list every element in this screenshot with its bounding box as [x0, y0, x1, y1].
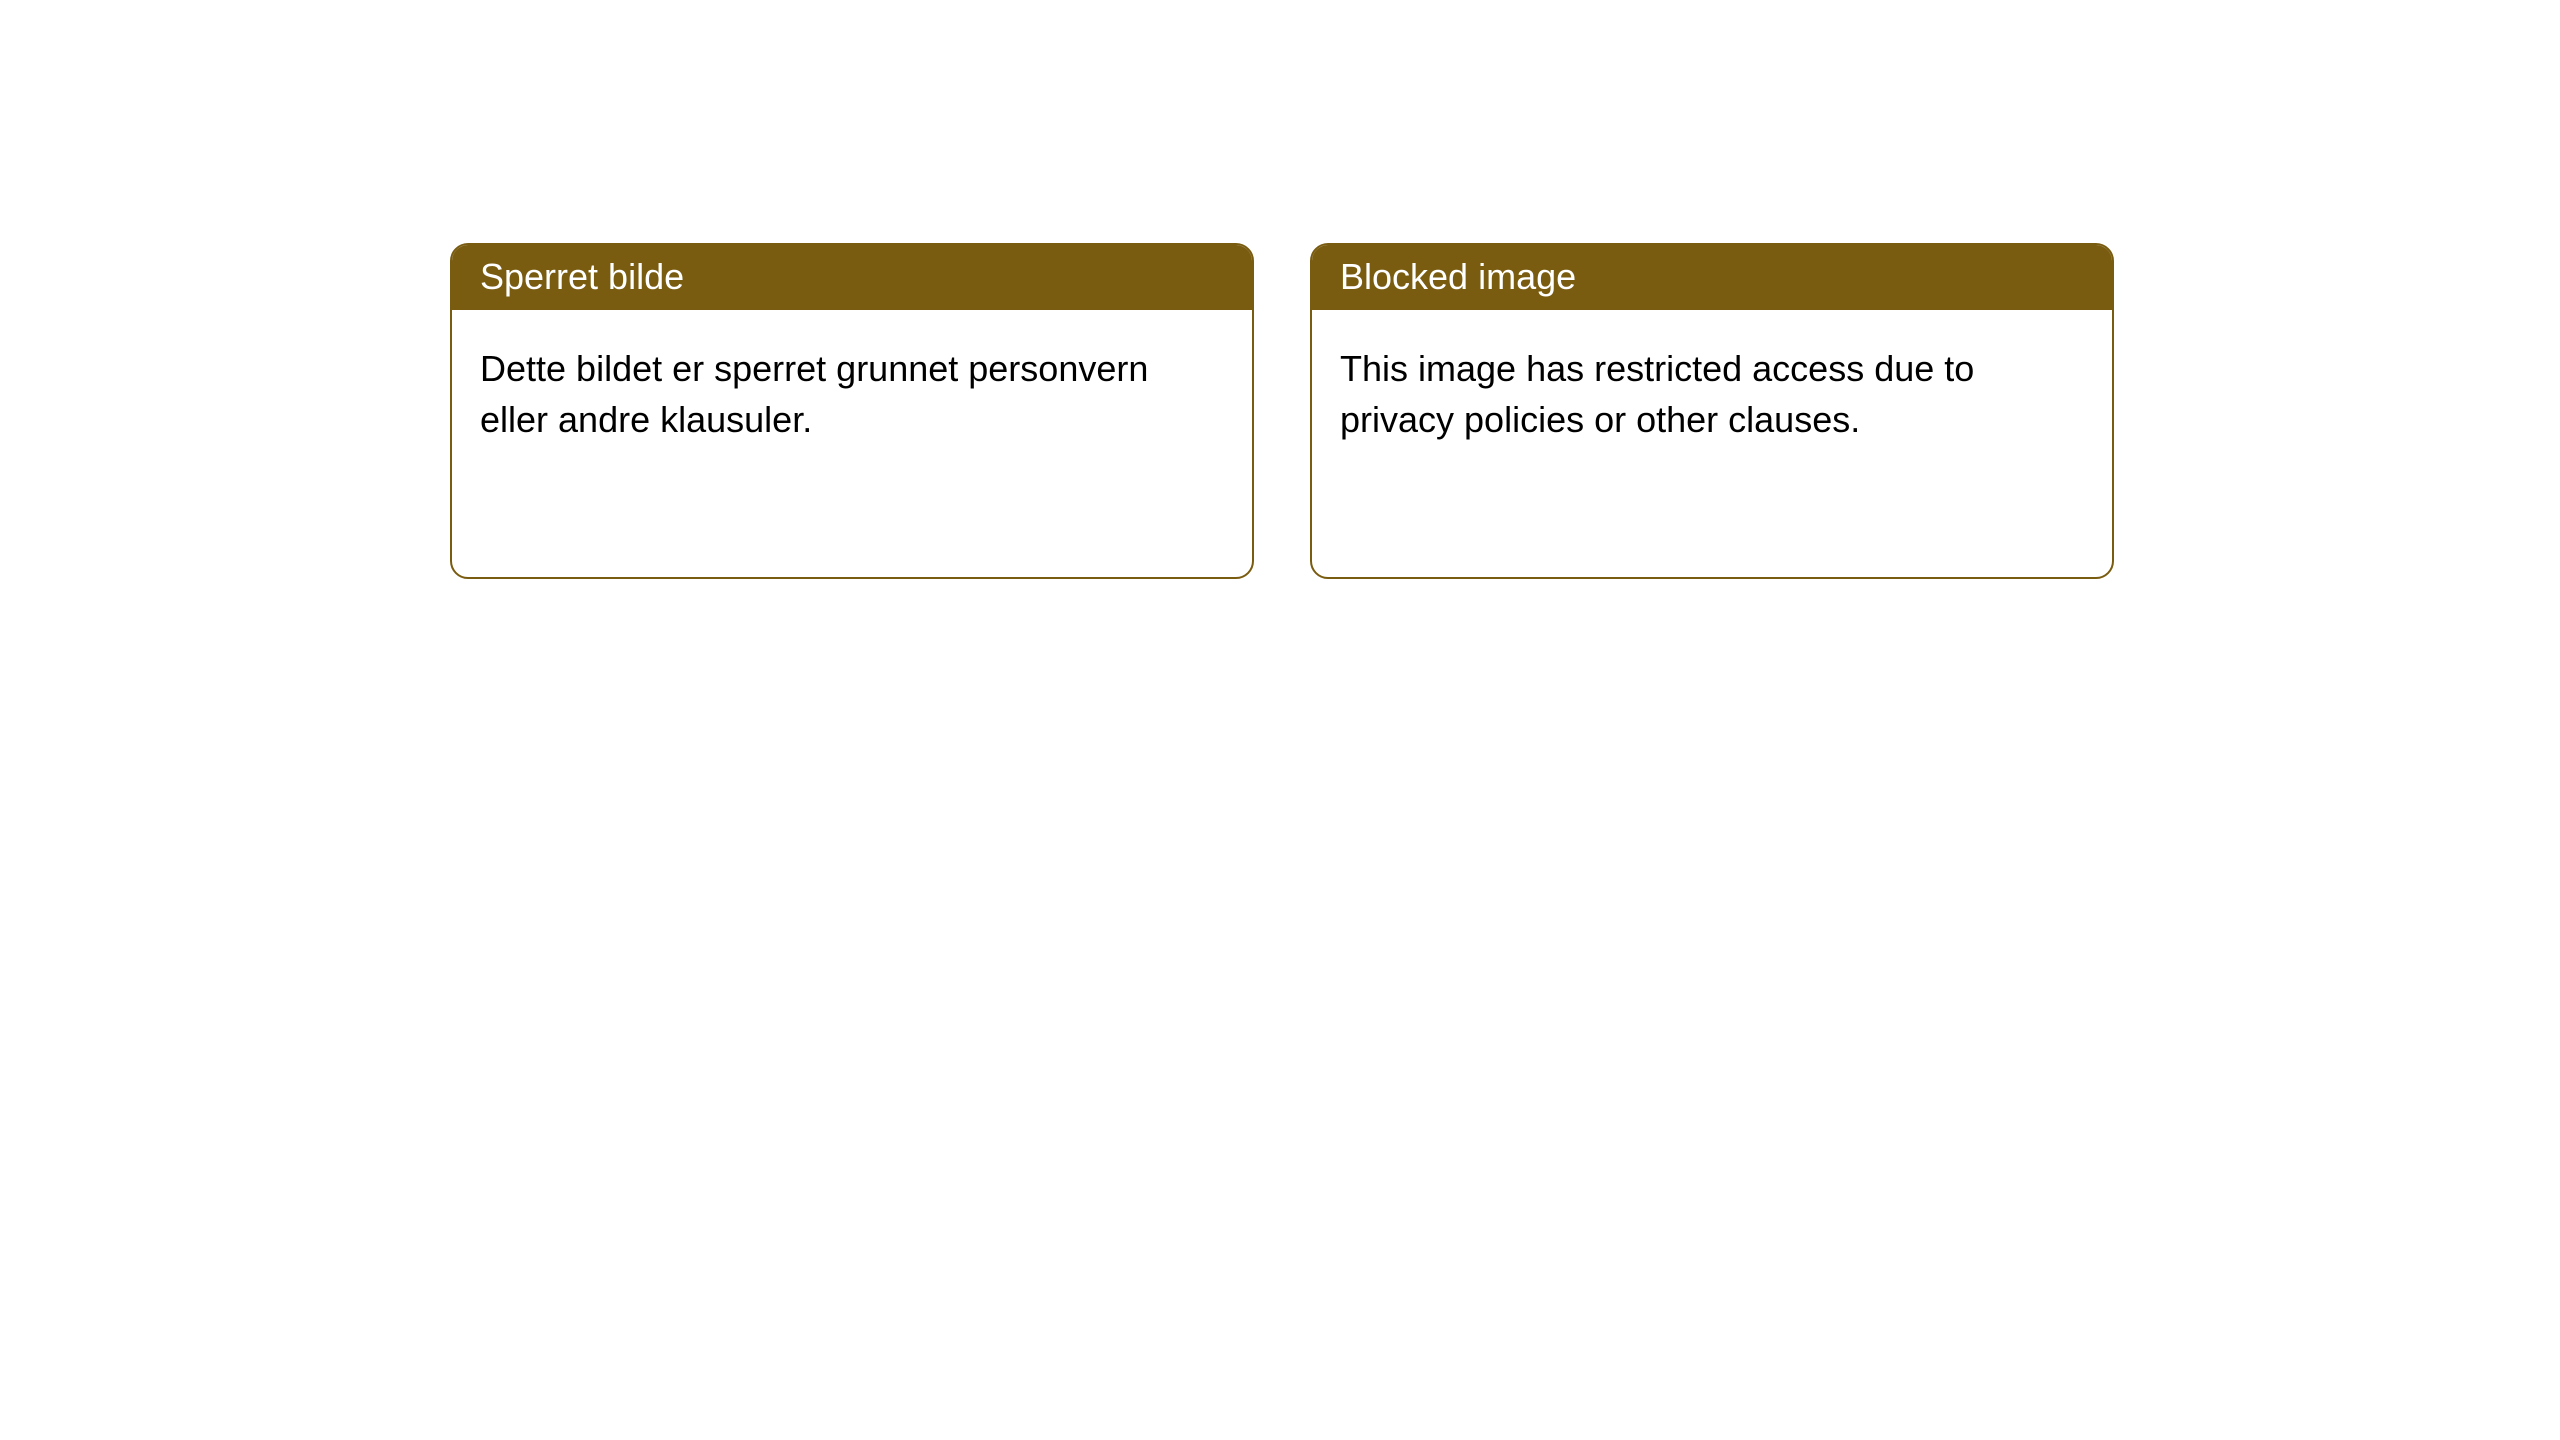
- notice-body-norwegian: Dette bildet er sperret grunnet personve…: [452, 310, 1252, 479]
- notice-header-norwegian: Sperret bilde: [452, 245, 1252, 310]
- notice-container: Sperret bilde Dette bildet er sperret gr…: [0, 0, 2560, 579]
- notice-header-english: Blocked image: [1312, 245, 2112, 310]
- notice-text: This image has restricted access due to …: [1340, 348, 1974, 439]
- notice-card-english: Blocked image This image has restricted …: [1310, 243, 2114, 579]
- notice-body-english: This image has restricted access due to …: [1312, 310, 2112, 479]
- notice-card-norwegian: Sperret bilde Dette bildet er sperret gr…: [450, 243, 1254, 579]
- notice-text: Dette bildet er sperret grunnet personve…: [480, 348, 1148, 439]
- notice-title: Sperret bilde: [480, 256, 684, 297]
- notice-title: Blocked image: [1340, 256, 1576, 297]
